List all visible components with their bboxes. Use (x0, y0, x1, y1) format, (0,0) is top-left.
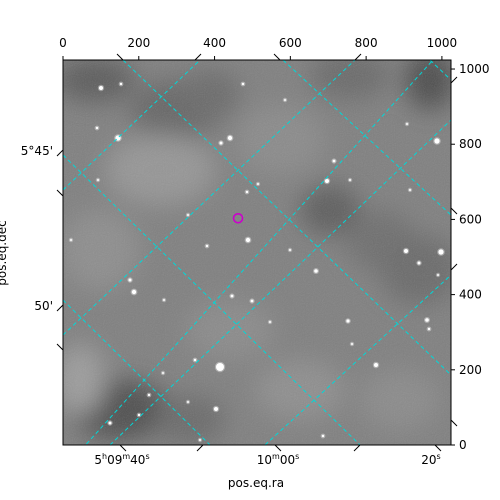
star (425, 318, 429, 322)
right-tick-label-800: 800 (459, 137, 482, 151)
ra-grid-line-2 (109, 119, 451, 445)
star (250, 299, 254, 303)
top-tick-label-0: 0 (59, 36, 67, 50)
right-pixel-axis: 0 200 400 600 800 1000 (451, 62, 490, 452)
star (119, 82, 123, 86)
star (245, 237, 251, 243)
ra-grid-line-0 (63, 60, 201, 191)
star (374, 363, 378, 367)
dec-grid-line-1 (282, 60, 451, 216)
star (131, 289, 137, 295)
right-tick-label-200: 200 (459, 363, 482, 377)
dec-grid-line-4 (429, 60, 451, 81)
target-marker (232, 212, 244, 224)
star (187, 214, 189, 216)
dec-grid-line-0 (122, 60, 451, 376)
ra-tick-label-1: 5h09m40s (94, 452, 149, 467)
right-tick-label-1000: 1000 (459, 62, 490, 76)
star (162, 372, 164, 374)
star (70, 239, 72, 241)
star (349, 179, 351, 181)
star (346, 319, 350, 323)
star (409, 189, 411, 191)
star (219, 141, 223, 145)
star (417, 261, 421, 265)
star (245, 190, 249, 194)
star (241, 82, 245, 86)
top-pixel-axis: 0 200 400 600 800 1000 (59, 36, 457, 60)
star (147, 393, 151, 397)
star (230, 294, 234, 298)
star (404, 249, 408, 253)
star (438, 249, 444, 255)
star (137, 413, 141, 417)
sky-image (63, 60, 451, 445)
star (193, 358, 197, 362)
right-tick-label-0: 0 (459, 438, 467, 452)
dec-grid-line-2 (63, 154, 361, 445)
coordinate-grid (63, 60, 451, 445)
star (216, 363, 224, 371)
star (108, 421, 112, 425)
star (434, 138, 440, 144)
star (437, 274, 439, 276)
star (406, 123, 408, 125)
star (205, 244, 209, 248)
star (187, 401, 189, 403)
star (351, 343, 353, 345)
plot-frame (62, 59, 452, 446)
star (427, 327, 431, 331)
ra-grid-line-4 (84, 60, 434, 445)
top-tick-label-800: 800 (355, 36, 378, 50)
star (289, 249, 291, 251)
ra-tick-label-2: 10m00s (257, 452, 300, 467)
star (99, 86, 103, 90)
star (257, 183, 259, 185)
star (325, 179, 329, 183)
star (97, 179, 99, 181)
x-axis-label: pos.eq.ra (228, 476, 284, 490)
star (227, 135, 233, 141)
right-tick-label-400: 400 (459, 288, 482, 302)
top-tick-label-600: 600 (279, 36, 302, 50)
star (199, 439, 201, 441)
star (128, 278, 132, 282)
top-tick-label-200: 200 (127, 36, 150, 50)
star (284, 99, 286, 101)
star (163, 299, 165, 301)
star (214, 407, 218, 411)
world-ticks (56, 53, 458, 452)
ra-grid-line-1 (63, 60, 356, 336)
y-axis-label: pos.eq.dec (0, 220, 9, 285)
top-tick-label-400: 400 (203, 36, 226, 50)
ra-tick-label-3: 20s (421, 452, 440, 467)
dec-tick-label-1: 5°45' (21, 144, 53, 158)
star (314, 269, 318, 273)
star (321, 434, 325, 438)
right-tick-label-600: 600 (459, 212, 482, 226)
dec-tick-label-2: 50' (34, 299, 53, 313)
star (95, 126, 99, 130)
star (332, 159, 336, 163)
star (269, 321, 271, 323)
top-tick-label-1000: 1000 (427, 36, 458, 50)
